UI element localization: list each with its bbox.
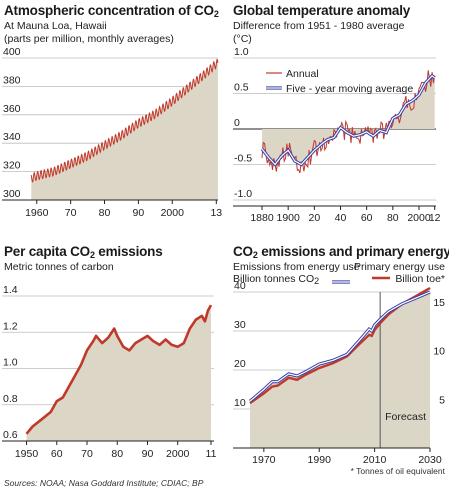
percap-y-tick-label: 0.6 [3, 429, 18, 441]
co2-x-tick-label: 13 [210, 207, 222, 219]
co2-y-tick-label: 320 [3, 160, 21, 172]
energy-left-tick-label: 20 [234, 358, 246, 370]
temp-x-tick-label: 2000 [407, 212, 431, 224]
co2-x-tick-label: 2000 [161, 207, 185, 219]
co2-subtitle: At Mauna Loa, Hawaii [4, 20, 107, 32]
temp-x-tick-label: 12 [429, 212, 441, 224]
percap-y-tick-label: 1.0 [3, 357, 18, 369]
co2-y-tick-label: 360 [3, 103, 21, 115]
temp-units: (°C) [233, 33, 252, 45]
temp-chart-title: Global temperature anomaly [233, 3, 411, 18]
energy-right-axis-unit: Billion toe* [395, 273, 445, 285]
energy-x-tick-label: 2030 [418, 454, 442, 466]
energy-right-tick-label: 10 [433, 346, 445, 358]
percap-y-tick-label: 0.8 [3, 393, 18, 405]
temp-moving-avg-line [261, 74, 436, 166]
percap-chart-title: Per capita CO2 emissions [4, 244, 163, 260]
temp-area [262, 75, 435, 165]
co2-x-tick-label: 70 [65, 207, 77, 219]
percap-title-pre: Per capita CO [4, 244, 90, 259]
temp-y-tick-label: 1.0 [234, 46, 249, 58]
energy-left-axis-unit: Billion tonnes CO2 [233, 273, 319, 286]
percap-x-tick-label: 1950 [15, 448, 39, 460]
energy-title-pre: CO [233, 244, 253, 259]
percap-series-line [25, 304, 213, 435]
percap-x-tick-label: 90 [142, 448, 154, 460]
energy-area [250, 292, 430, 448]
energy-left-tick-label: 40 [234, 280, 246, 292]
percap-x-tick-label: 2000 [166, 448, 190, 460]
co2-title-text: Atmospheric concentration of CO [4, 3, 214, 18]
energy-title-subscript: 2 [252, 250, 258, 260]
energy-right-tick-label: 15 [433, 297, 445, 309]
temp-y-tick-label: 0.5 [234, 82, 249, 94]
percap-x-tick-label: 70 [81, 448, 93, 460]
temp-legend-avg-label: Five - year moving average [286, 83, 413, 95]
percap-x-tick-label: 11 [206, 448, 217, 460]
percap-title-post: emissions [94, 244, 163, 259]
energy-left-axis-label: Emissions from energy use [233, 261, 360, 273]
co2-y-tick-label: 380 [3, 74, 21, 86]
percap-subtitle: Metric tonnes of carbon [4, 261, 114, 273]
energy-emissions-line [249, 291, 431, 402]
co2-chart-title: Atmospheric concentration of CO2 [4, 3, 219, 19]
co2-title-subscript: 2 [213, 9, 219, 19]
co2-y-tick-label: 340 [3, 131, 21, 143]
energy-right-tick-label: 5 [439, 394, 445, 406]
energy-left-tick-label: 10 [234, 397, 246, 409]
temp-y-tick-label: -1.0 [234, 188, 252, 200]
energy-left-unit-subscript: 2 [314, 276, 320, 286]
co2-area [31, 59, 218, 200]
sources-footer: Sources: NOAA; Nasa Goddard Institute; C… [4, 478, 204, 488]
energy-x-tick-label: 1970 [252, 454, 276, 466]
co2-series-line [30, 58, 219, 183]
energy-right-axis-label: Primary energy use [353, 261, 445, 273]
temp-x-tick-label: 1900 [276, 212, 300, 224]
co2-x-tick-label: 1960 [25, 207, 49, 219]
temp-x-tick-label: 1880 [250, 212, 274, 224]
co2-x-tick-label: 80 [99, 207, 111, 219]
energy-x-tick-label: 2010 [363, 454, 387, 466]
temp-x-tick-label: 60 [361, 212, 373, 224]
energy-left-unit-text: Billion tonnes CO [233, 273, 315, 285]
percap-area [26, 305, 211, 441]
energy-primary-energy-line [249, 287, 431, 405]
energy-left-tick-label: 30 [234, 319, 246, 331]
energy-forecast-label: Forecast [385, 411, 426, 423]
co2-y-tick-label: 300 [3, 188, 21, 200]
energy-footnote: * Tonnes of oil equivalent [350, 466, 445, 476]
temp-y-tick-label: 0 [234, 117, 240, 129]
percap-x-tick-label: 60 [51, 448, 63, 460]
percap-y-tick-label: 1.4 [3, 284, 18, 296]
percap-x-tick-label: 80 [111, 448, 123, 460]
temp-x-tick-label: 80 [387, 212, 399, 224]
co2-y-tick-label: 400 [3, 46, 21, 58]
temp-y-tick-label: -0.5 [234, 153, 252, 165]
co2-units: (parts per million, monthly averages) [4, 33, 174, 45]
energy-chart-title: CO2 emissions and primary energy [233, 244, 449, 260]
temp-legend-annual-label: Annual [286, 68, 319, 80]
temp-x-tick-label: 20 [308, 212, 320, 224]
energy-x-tick-label: 1990 [308, 454, 332, 466]
energy-title-post: emissions and primary energy [257, 244, 449, 259]
co2-x-tick-label: 90 [133, 207, 145, 219]
percap-y-tick-label: 1.2 [3, 320, 18, 332]
temp-subtitle: Difference from 1951 - 1980 average [233, 20, 405, 32]
temp-x-tick-label: 40 [335, 212, 347, 224]
temp-annual-line [261, 70, 436, 174]
percap-title-subscript: 2 [89, 250, 95, 260]
